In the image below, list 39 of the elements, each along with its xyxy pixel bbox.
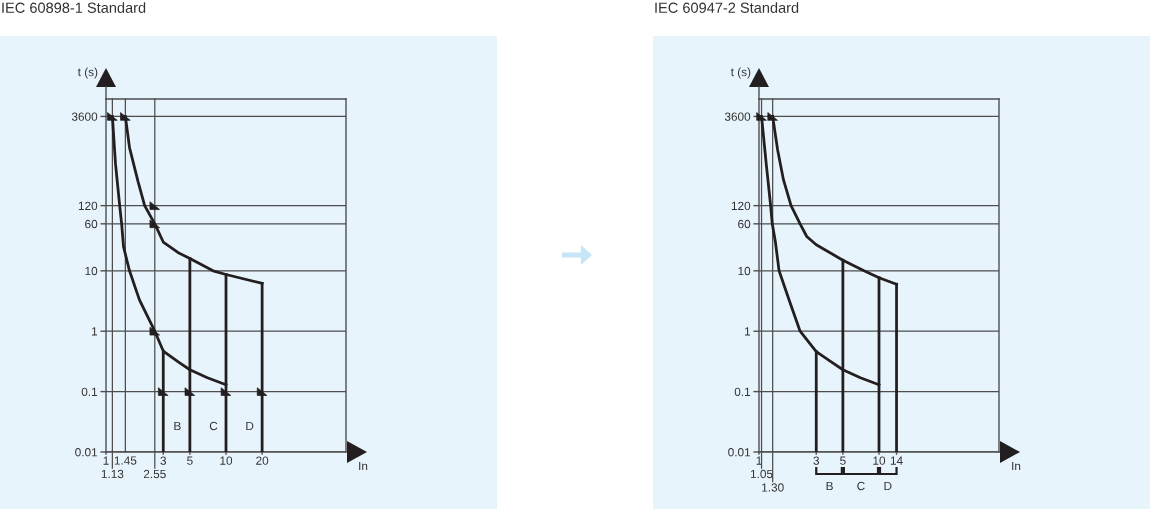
x-tick-label: 3 <box>160 456 167 465</box>
ref-line-label: 1.30 <box>762 483 784 492</box>
y-tick-label: 120 <box>731 201 751 211</box>
y-tick-label: 0.01 <box>75 448 98 457</box>
x-axis-title: In <box>359 461 368 471</box>
y-tick-label: 0.1 <box>81 387 98 396</box>
y-tick-label: 3600 <box>724 112 751 121</box>
ref-line-label: 1.13 <box>101 469 124 479</box>
y-axis-title: t (s) <box>730 67 751 79</box>
x-tick-label: 10 <box>873 456 886 465</box>
series-label: C <box>209 421 218 431</box>
y-tick-label: 60 <box>85 219 98 229</box>
x-tick-label: 5 <box>187 456 193 465</box>
y-axis-title: t (s) <box>77 67 98 79</box>
y-tick-label: 1 <box>92 327 98 336</box>
x-tick-label: 5 <box>840 456 846 465</box>
x-tick-label: 3 <box>813 456 820 465</box>
y-tick-label: 0.1 <box>734 387 751 396</box>
x-tick-label: 10 <box>220 456 233 465</box>
ref-line-label: 2.55 <box>143 469 166 479</box>
y-tick-label: 1 <box>745 327 751 336</box>
series-label: D <box>246 421 254 431</box>
text: D <box>884 481 892 491</box>
text: B <box>826 481 833 491</box>
y-tick-label: 10 <box>738 266 751 276</box>
x-tick-label: 20 <box>256 456 269 465</box>
x-tick-label: 1 <box>103 456 109 465</box>
chart-title: IEC 60947-2 Standard <box>655 2 799 13</box>
series-label: B <box>174 421 181 431</box>
text: C <box>857 481 865 491</box>
y-tick-label: 3600 <box>71 112 98 121</box>
y-tick-label: 0.01 <box>728 448 751 457</box>
x-tick-label: 14 <box>890 456 903 465</box>
y-tick-label: 10 <box>85 266 98 276</box>
x-axis-title: In <box>1012 461 1021 471</box>
ref-line-label: 1.45 <box>114 456 137 465</box>
chart-title: IEC 60898-1 Standard <box>2 2 146 13</box>
y-tick-label: 120 <box>78 201 98 211</box>
y-tick-label: 60 <box>738 219 751 229</box>
